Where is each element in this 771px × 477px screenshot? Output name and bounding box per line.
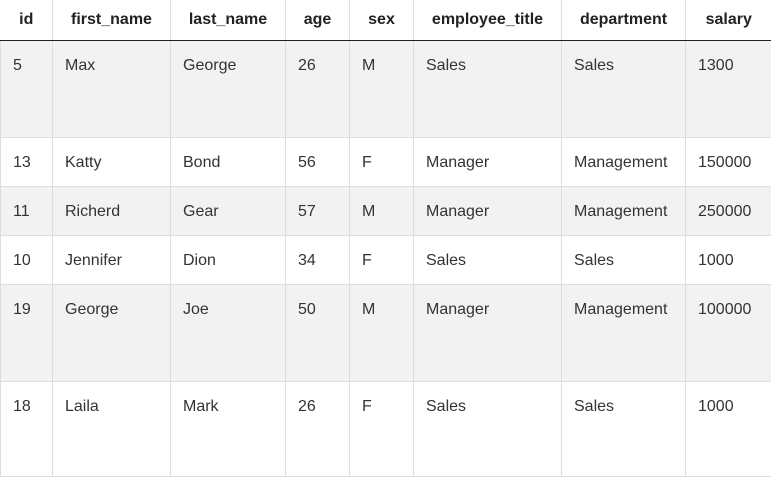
- column-header-id[interactable]: id: [1, 0, 53, 40]
- cell-first-name: Katty: [53, 137, 171, 186]
- table-body: 5 Max George 26 M Sales Sales 1300 13 Ka…: [1, 40, 771, 476]
- cell-first-name: Max: [53, 40, 171, 137]
- cell-id: 18: [1, 381, 53, 476]
- cell-id: 10: [1, 235, 53, 284]
- table-row: 19 George Joe 50 M Manager Management 10…: [1, 284, 771, 381]
- cell-last-name: Mark: [171, 381, 286, 476]
- cell-age: 50: [286, 284, 350, 381]
- cell-age: 34: [286, 235, 350, 284]
- cell-department: Management: [562, 137, 686, 186]
- column-header-salary[interactable]: salary: [686, 0, 771, 40]
- cell-salary: 1300: [686, 40, 771, 137]
- cell-last-name: George: [171, 40, 286, 137]
- cell-department: Management: [562, 186, 686, 235]
- cell-sex: F: [350, 381, 414, 476]
- cell-last-name: Bond: [171, 137, 286, 186]
- cell-sex: F: [350, 235, 414, 284]
- cell-sex: M: [350, 284, 414, 381]
- cell-age: 56: [286, 137, 350, 186]
- cell-department: Management: [562, 284, 686, 381]
- table-row: 13 Katty Bond 56 F Manager Management 15…: [1, 137, 771, 186]
- table-row: 11 Richerd Gear 57 M Manager Management …: [1, 186, 771, 235]
- cell-last-name: Joe: [171, 284, 286, 381]
- cell-department: Sales: [562, 381, 686, 476]
- table-row: 5 Max George 26 M Sales Sales 1300: [1, 40, 771, 137]
- cell-last-name: Gear: [171, 186, 286, 235]
- cell-age: 57: [286, 186, 350, 235]
- cell-first-name: Laila: [53, 381, 171, 476]
- cell-employee-title: Sales: [414, 381, 562, 476]
- cell-id: 19: [1, 284, 53, 381]
- column-header-age[interactable]: age: [286, 0, 350, 40]
- cell-salary: 150000: [686, 137, 771, 186]
- cell-first-name: Richerd: [53, 186, 171, 235]
- cell-id: 13: [1, 137, 53, 186]
- cell-age: 26: [286, 381, 350, 476]
- column-header-employee-title[interactable]: employee_title: [414, 0, 562, 40]
- cell-id: 11: [1, 186, 53, 235]
- cell-age: 26: [286, 40, 350, 137]
- cell-employee-title: Manager: [414, 137, 562, 186]
- cell-salary: 100000: [686, 284, 771, 381]
- cell-first-name: George: [53, 284, 171, 381]
- table-header: id first_name last_name age sex employee…: [1, 0, 771, 40]
- cell-employee-title: Sales: [414, 40, 562, 137]
- cell-last-name: Dion: [171, 235, 286, 284]
- cell-salary: 250000: [686, 186, 771, 235]
- cell-employee-title: Manager: [414, 284, 562, 381]
- column-header-sex[interactable]: sex: [350, 0, 414, 40]
- table-row: 18 Laila Mark 26 F Sales Sales 1000: [1, 381, 771, 476]
- cell-department: Sales: [562, 40, 686, 137]
- cell-sex: F: [350, 137, 414, 186]
- cell-salary: 1000: [686, 381, 771, 476]
- column-header-first-name[interactable]: first_name: [53, 0, 171, 40]
- cell-employee-title: Manager: [414, 186, 562, 235]
- cell-department: Sales: [562, 235, 686, 284]
- cell-sex: M: [350, 40, 414, 137]
- cell-sex: M: [350, 186, 414, 235]
- table-row: 10 Jennifer Dion 34 F Sales Sales 1000: [1, 235, 771, 284]
- column-header-last-name[interactable]: last_name: [171, 0, 286, 40]
- cell-id: 5: [1, 40, 53, 137]
- column-header-department[interactable]: department: [562, 0, 686, 40]
- cell-first-name: Jennifer: [53, 235, 171, 284]
- cell-salary: 1000: [686, 235, 771, 284]
- header-row: id first_name last_name age sex employee…: [1, 0, 771, 40]
- cell-employee-title: Sales: [414, 235, 562, 284]
